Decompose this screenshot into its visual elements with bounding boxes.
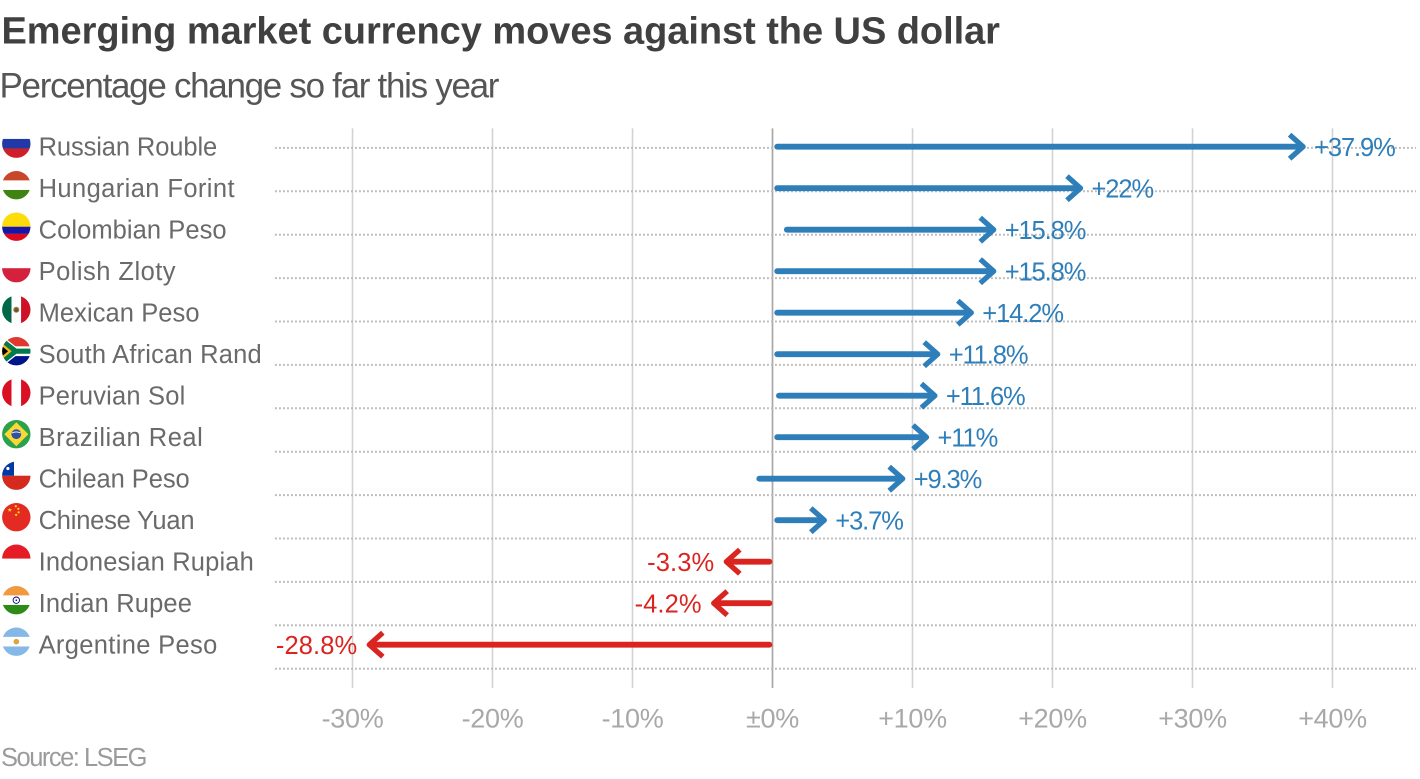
svg-text:Chinese Yuan: Chinese Yuan <box>39 507 195 535</box>
svg-text:Colombian Peso: Colombian Peso <box>39 216 227 244</box>
svg-text:Argentine Peso: Argentine Peso <box>39 631 218 659</box>
svg-text:+10%: +10% <box>878 704 947 734</box>
svg-text:+14.2%: +14.2% <box>982 300 1063 328</box>
svg-text:Chilean Peso: Chilean Peso <box>39 465 190 493</box>
svg-text:+3.7%: +3.7% <box>835 508 903 536</box>
svg-text:Russian Rouble: Russian Rouble <box>39 133 217 161</box>
svg-text:-30%: -30% <box>322 704 384 734</box>
svg-text:+30%: +30% <box>1158 704 1227 734</box>
svg-text:+40%: +40% <box>1298 704 1367 734</box>
svg-text:+11.8%: +11.8% <box>949 342 1028 370</box>
svg-text:+15.8%: +15.8% <box>1005 259 1086 287</box>
svg-text:+11.6%: +11.6% <box>946 383 1025 411</box>
svg-text:-28.8%: -28.8% <box>276 632 357 660</box>
svg-text:+37.9%: +37.9% <box>1314 134 1395 162</box>
svg-text:-20%: -20% <box>462 704 524 734</box>
svg-text:+20%: +20% <box>1018 704 1087 734</box>
svg-text:Source: LSEG: Source: LSEG <box>1 744 146 772</box>
svg-text:Indonesian Rupiah: Indonesian Rupiah <box>39 548 254 576</box>
svg-text:South African Rand: South African Rand <box>39 341 262 369</box>
svg-text:Percentage change so far this: Percentage change so far this year <box>0 67 500 106</box>
svg-text:+15.8%: +15.8% <box>1005 217 1086 245</box>
svg-text:Indian Rupee: Indian Rupee <box>39 590 193 618</box>
svg-text:-4.2%: -4.2% <box>635 591 702 619</box>
svg-text:Mexican Peso: Mexican Peso <box>39 299 200 327</box>
svg-text:±0%: ±0% <box>746 704 799 734</box>
svg-text:-3.3%: -3.3% <box>647 549 714 577</box>
svg-text:Hungarian Forint: Hungarian Forint <box>39 175 235 203</box>
svg-text:Emerging market currency moves: Emerging market currency moves against t… <box>2 11 1001 53</box>
svg-text:+11%: +11% <box>938 425 998 453</box>
svg-text:+22%: +22% <box>1092 176 1154 204</box>
svg-text:-10%: -10% <box>602 704 664 734</box>
svg-text:Polish Zloty: Polish Zloty <box>39 258 176 286</box>
svg-text:Brazilian Real: Brazilian Real <box>39 424 204 452</box>
svg-text:+9.3%: +9.3% <box>914 466 982 494</box>
svg-text:Peruvian Sol: Peruvian Sol <box>39 382 186 410</box>
